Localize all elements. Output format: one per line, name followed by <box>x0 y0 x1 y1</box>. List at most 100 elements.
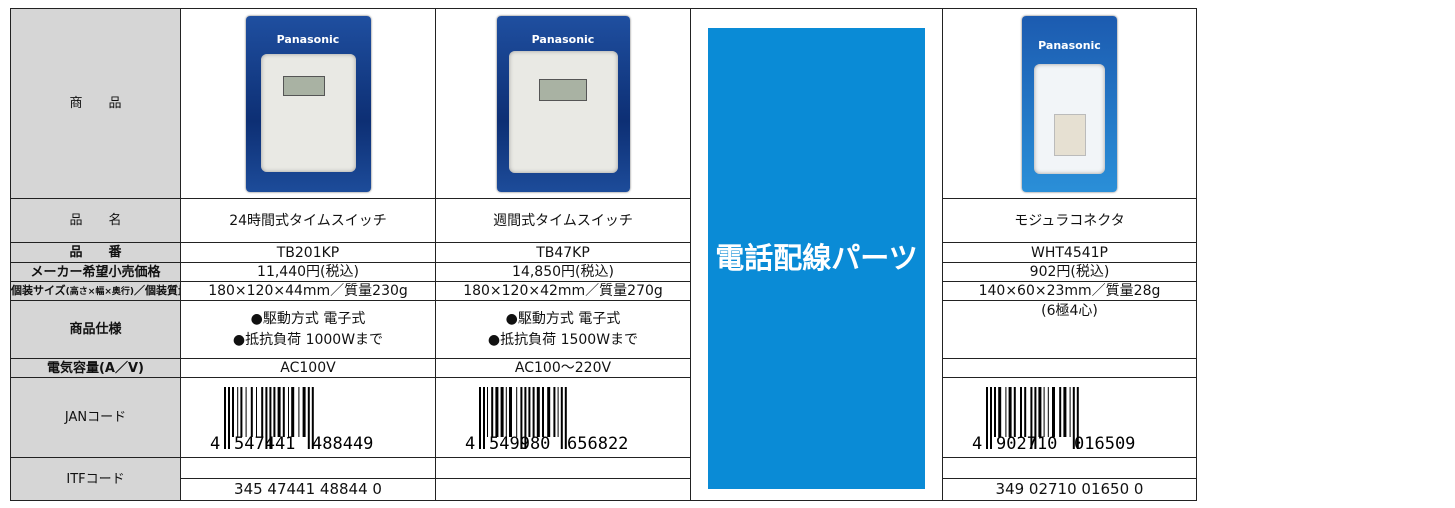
barcode-bar <box>560 386 563 449</box>
barcode-bar <box>542 386 544 437</box>
barcode-bar <box>491 386 494 437</box>
cell: AC100〜220V <box>435 358 691 378</box>
package-image: Panasonic <box>496 15 630 192</box>
jan-digits: 549980 <box>489 434 550 453</box>
cell: 349 02710 01650 0 <box>942 478 1197 501</box>
brand: Panasonic <box>276 32 340 46</box>
label: 商 品 <box>10 8 181 199</box>
barcode-bar <box>553 386 556 437</box>
cell: 345 47441 48844 0 <box>180 478 436 501</box>
barcode-bar <box>1023 386 1026 437</box>
cell: 180×120×42mm／質量270g <box>435 281 691 301</box>
barcode: 4 549980 656822 <box>465 386 628 453</box>
cell <box>435 478 691 501</box>
barcode-bar <box>532 386 535 437</box>
cell: 180×120×44mm／質量230g <box>180 281 436 301</box>
cell: TB47KP <box>435 242 691 263</box>
cell: 902円(税込) <box>942 262 1197 282</box>
jan-digits: 656822 <box>567 434 628 453</box>
package-image: Panasonic <box>245 15 371 192</box>
barcode: 4 902710 016509 <box>972 386 1135 453</box>
barcode-bar <box>311 386 314 449</box>
barcode-bar <box>1033 386 1036 449</box>
barcode-bar <box>564 386 567 449</box>
barcode-bar <box>483 386 485 449</box>
brand: Panasonic <box>531 32 595 46</box>
cell: ●駆動方式 電子式 ●抵抗負荷 1500Wまで <box>435 300 691 359</box>
barcode-bar <box>273 386 276 437</box>
barcode-bar <box>520 386 523 449</box>
barcode-bar <box>240 386 243 437</box>
label-part: (高さ×幅×奥行) <box>65 287 134 297</box>
barcode-bar <box>265 386 268 449</box>
category-banner: 電話配線パーツ <box>708 28 925 489</box>
barcode-bar <box>1062 386 1066 437</box>
jan-digit: 4 <box>972 434 982 453</box>
barcode-bar <box>261 386 264 437</box>
image-cell: Panasonic <box>435 8 691 199</box>
barcode-bar <box>1051 386 1055 437</box>
barcode-bar <box>245 386 247 437</box>
barcode-bar <box>282 386 285 437</box>
cell: 24時間式タイムスイッチ <box>180 198 436 243</box>
barcode-bar <box>1029 386 1032 449</box>
cell <box>942 457 1197 479</box>
label: 電気容量(A／V) <box>10 358 181 378</box>
barcode-bar <box>228 386 230 449</box>
image-cell: Panasonic <box>942 8 1197 199</box>
barcode-bar <box>985 386 988 449</box>
barcode-bar <box>277 386 281 437</box>
cell: ●駆動方式 電子式 ●抵抗負荷 1000Wまで <box>180 300 436 359</box>
barcode-bar <box>1008 386 1012 437</box>
barcode-bar <box>307 386 310 449</box>
brand: Panasonic <box>1038 38 1101 52</box>
cell: 4 547441 488449 <box>180 377 436 458</box>
barcode-bar <box>505 386 507 437</box>
barcode-bar <box>269 386 272 449</box>
barcode-bar <box>256 386 257 437</box>
barcode-bar <box>298 386 300 437</box>
barcode-bar <box>1069 386 1071 437</box>
label: 品 名 <box>10 198 181 243</box>
cell: 4 902710 016509 <box>942 377 1197 458</box>
jan-digits: 488449 <box>312 434 373 453</box>
cell: 週間式タイムスイッチ <box>435 198 691 243</box>
label: ITFコード <box>10 457 181 501</box>
label: JANコード <box>10 377 181 458</box>
barcode-bar <box>224 386 226 449</box>
cell <box>942 358 1197 378</box>
barcode-bar <box>1043 386 1045 437</box>
barcode-bar <box>495 386 499 437</box>
barcode-bar <box>997 386 1001 437</box>
barcode-bar <box>1072 386 1075 449</box>
barcode-bar <box>288 386 289 437</box>
barcode-bar <box>479 386 481 449</box>
barcode-bar <box>524 386 527 449</box>
label: メーカー希望小売価格 <box>10 262 181 282</box>
image-cell: Panasonic <box>180 8 436 199</box>
cell: 4 549980 656822 <box>435 377 691 458</box>
banner-cell: 電話配線パーツ <box>690 8 943 501</box>
barcode-bar <box>516 386 518 437</box>
barcode-bar <box>509 386 512 437</box>
barcode-bar <box>1013 386 1016 437</box>
barcode-bar <box>557 386 559 437</box>
barcode-bar <box>232 386 234 437</box>
spec-line: ●抵抗負荷 1000Wまで <box>232 331 384 348</box>
barcode-bar <box>302 386 306 437</box>
spec-line: ●駆動方式 電子式 <box>505 310 621 327</box>
barcode-bar <box>487 386 488 437</box>
barcode-bar <box>500 386 504 437</box>
barcode-bar <box>1058 386 1061 437</box>
package-image: Panasonic <box>1022 15 1117 192</box>
jan-digits: 547441 <box>234 434 295 453</box>
cell: 14,850円(税込) <box>435 262 691 282</box>
label: 商品仕様 <box>10 300 181 359</box>
barcode: 4 547441 488449 <box>210 386 373 453</box>
barcode-bar <box>291 386 295 437</box>
label: 個装サイズ(高さ×幅×奥行)／個装質量 <box>10 281 181 301</box>
barcode-bar <box>528 386 531 437</box>
barcode-bar <box>1004 386 1006 437</box>
barcode-bar <box>993 386 996 437</box>
spec-line: (6極4心) <box>1041 303 1098 319</box>
